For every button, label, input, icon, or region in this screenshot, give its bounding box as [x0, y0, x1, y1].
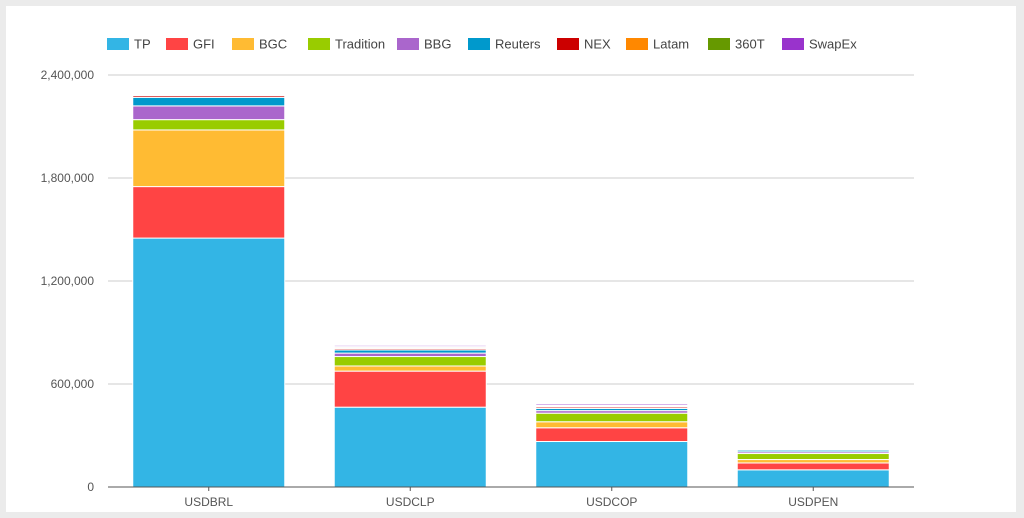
legend-label: TP [134, 37, 151, 52]
legend-item-reuters[interactable]: Reuters [468, 37, 541, 52]
bar-segment-bgc[interactable] [535, 421, 689, 429]
x-tick-label: USDCLP [386, 495, 435, 509]
y-tick-label: 0 [87, 480, 94, 494]
bars [132, 92, 890, 488]
bar-segment-gfi[interactable] [535, 427, 689, 443]
bar-segment-bgc[interactable] [132, 129, 286, 188]
x-tick-label: USDPEN [788, 495, 838, 509]
bar-segment-tradition[interactable] [132, 119, 286, 131]
bar-segment-tp[interactable] [333, 406, 487, 488]
legend-swatch [557, 38, 579, 50]
bar-segment-tradition[interactable] [535, 412, 689, 423]
bar-segment-gfi[interactable] [333, 370, 487, 408]
bar-segment-swapex[interactable] [132, 92, 286, 95]
y-tick-label: 1,200,000 [41, 274, 95, 288]
bar-segment-bbg[interactable] [132, 105, 286, 121]
legend-item-swapex[interactable]: SwapEx [782, 37, 857, 52]
bar-segment-bgc[interactable] [333, 365, 487, 372]
legend-swatch [626, 38, 648, 50]
legend-label: GFI [193, 37, 215, 52]
legend: TP GFI BGC Tradition BBG Reuters NEX Latam 360T S… [107, 37, 857, 52]
legend-label: Latam [653, 37, 689, 52]
bar-segment-swapex[interactable] [736, 447, 890, 449]
legend-label: 360T [735, 37, 765, 52]
legend-item-latam[interactable]: Latam [626, 37, 689, 52]
legend-item-nex[interactable]: NEX [557, 37, 611, 52]
legend-swatch [782, 38, 804, 50]
y-tick-label: 600,000 [51, 377, 95, 391]
legend-label: BBG [424, 37, 451, 52]
legend-swatch [308, 38, 330, 50]
bar-segment-swapex[interactable] [333, 344, 487, 348]
bar-segment-tp[interactable] [736, 469, 890, 488]
legend-label: Reuters [495, 37, 541, 52]
bar-segment-bgc[interactable] [736, 459, 890, 464]
legend-swatch [708, 38, 730, 50]
bar-segment-tp[interactable] [535, 441, 689, 488]
bar-segment-gfi[interactable] [736, 462, 890, 471]
legend-item-360t[interactable]: 360T [708, 37, 765, 52]
y-tick-label: 1,800,000 [41, 171, 95, 185]
x-tick-label: USDBRL [184, 495, 233, 509]
bar-segment-reuters[interactable] [132, 96, 286, 107]
legend-label: NEX [584, 37, 611, 52]
bar-segment-tradition[interactable] [333, 356, 487, 367]
y-tick-label: 2,400,000 [41, 68, 95, 82]
chart-card: 0 600,000 1,200,000 1,800,000 2,400,000 USDBR… [6, 6, 1016, 512]
legend-label: SwapEx [809, 37, 857, 52]
legend-item-tp[interactable]: TP [107, 37, 151, 52]
legend-label: Tradition [335, 37, 385, 52]
bar-segment-tradition[interactable] [736, 453, 890, 461]
bar-segment-bbg[interactable] [333, 352, 487, 358]
legend-swatch [166, 38, 188, 50]
legend-item-bbg[interactable]: BBG [397, 37, 451, 52]
legend-item-tradition[interactable]: Tradition [308, 37, 385, 52]
legend-item-gfi[interactable]: GFI [166, 37, 215, 52]
legend-swatch [107, 38, 129, 50]
stacked-bar-chart: 0 600,000 1,200,000 1,800,000 2,400,000 USDBR… [41, 37, 914, 509]
legend-label: BGC [259, 37, 287, 52]
legend-item-bgc[interactable]: BGC [232, 37, 287, 52]
legend-swatch [397, 38, 419, 50]
x-tick-label: USDCOP [586, 495, 637, 509]
axes: 0 600,000 1,200,000 1,800,000 2,400,000 USDBR… [41, 68, 914, 509]
bar-segment-tp[interactable] [132, 237, 286, 488]
legend-swatch [468, 38, 490, 50]
bar-segment-gfi[interactable] [132, 186, 286, 239]
bar-segment-swapex[interactable] [535, 403, 689, 406]
legend-swatch [232, 38, 254, 50]
